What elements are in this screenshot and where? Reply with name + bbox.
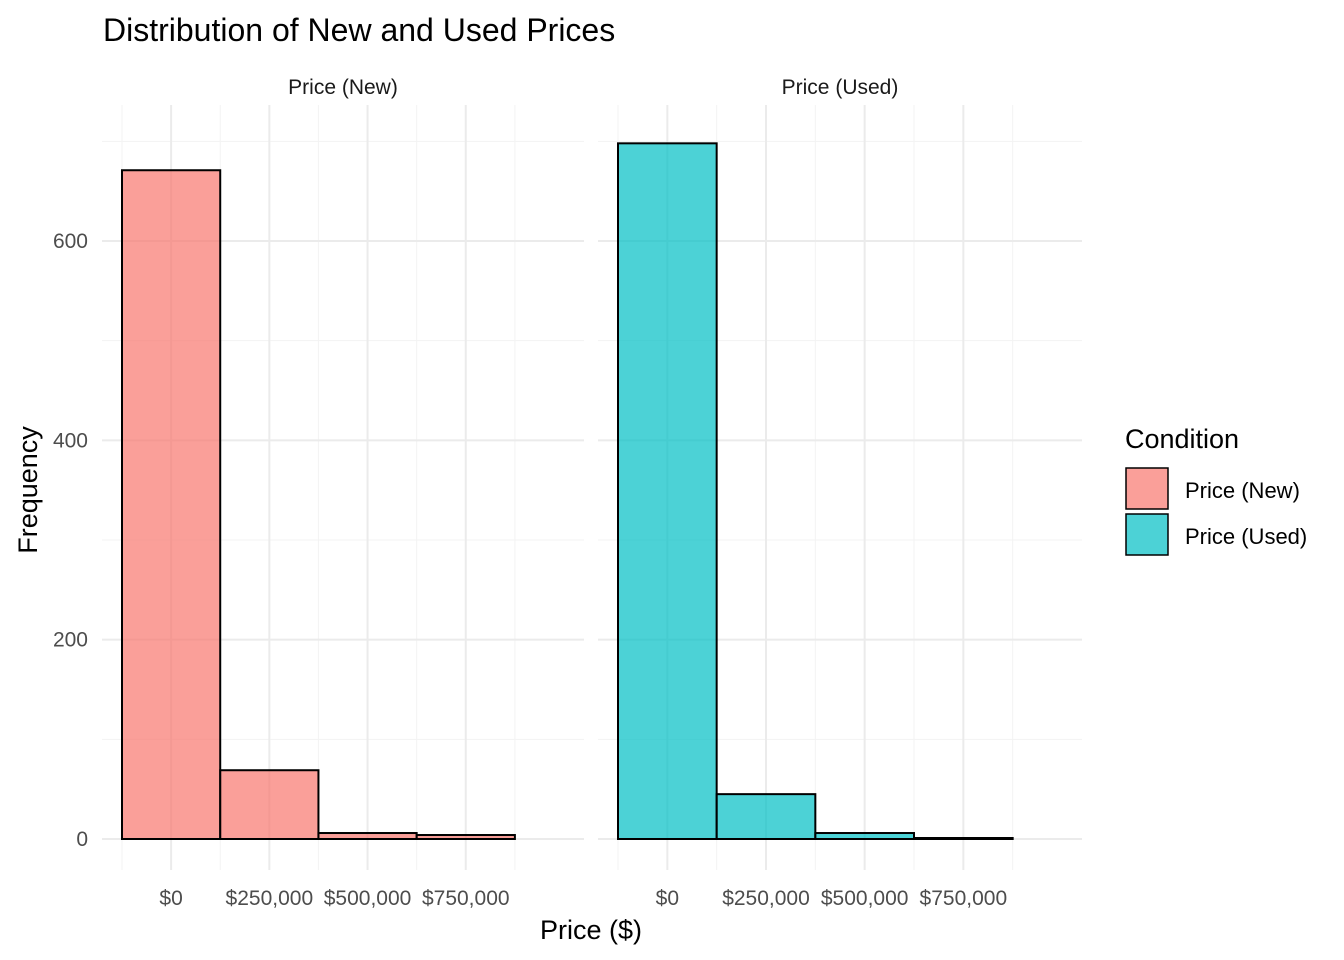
x-tick-label: $0 — [159, 887, 182, 910]
histogram-bar — [715, 793, 817, 841]
x-tick-label: $750,000 — [422, 887, 510, 910]
legend-label-price-used: Price (Used) — [1185, 524, 1307, 549]
x-tick-label: $750,000 — [920, 887, 1008, 910]
y-tick-label: 400 — [53, 429, 88, 452]
panel-price-used: Price (Used) $0 $250,000 $500,000 $750,000 — [598, 76, 1082, 910]
histogram-bar — [814, 832, 915, 841]
facet-strip-label: Price (New) — [288, 76, 398, 99]
x-tick-label: $0 — [656, 887, 679, 910]
histogram-bar — [219, 769, 320, 840]
y-axis-title: Frequency — [13, 426, 43, 554]
x-axis-title: Price ($) — [540, 915, 642, 945]
y-tick-label: 0 — [76, 828, 88, 851]
legend-key-price-used — [1125, 513, 1169, 556]
facet-strip-label: Price (Used) — [782, 76, 899, 99]
histogram-bar — [415, 834, 516, 840]
y-tick-label: 200 — [53, 629, 88, 652]
legend: Condition Price (New) Price (Used) — [1125, 424, 1307, 556]
x-tick-label: $250,000 — [226, 887, 314, 910]
x-tick-label: $250,000 — [722, 887, 810, 910]
histogram-bar — [913, 837, 1014, 841]
chart-title: Distribution of New and Used Prices — [103, 12, 615, 48]
legend-title: Condition — [1125, 424, 1239, 454]
y-tick-label: 600 — [53, 230, 88, 253]
x-tick-label: $500,000 — [324, 887, 412, 910]
histogram-bar — [617, 142, 718, 840]
histogram-bar — [317, 832, 418, 841]
histogram-bar — [121, 169, 222, 840]
panel-price-new: Price (New) $0 $250,000 $500,000 $750,000 — [102, 76, 584, 910]
y-axis-ticks: 0 200 400 600 — [53, 230, 88, 851]
legend-key-price-new — [1125, 467, 1169, 510]
x-tick-label: $500,000 — [821, 887, 909, 910]
legend-label-price-new: Price (New) — [1185, 478, 1300, 503]
